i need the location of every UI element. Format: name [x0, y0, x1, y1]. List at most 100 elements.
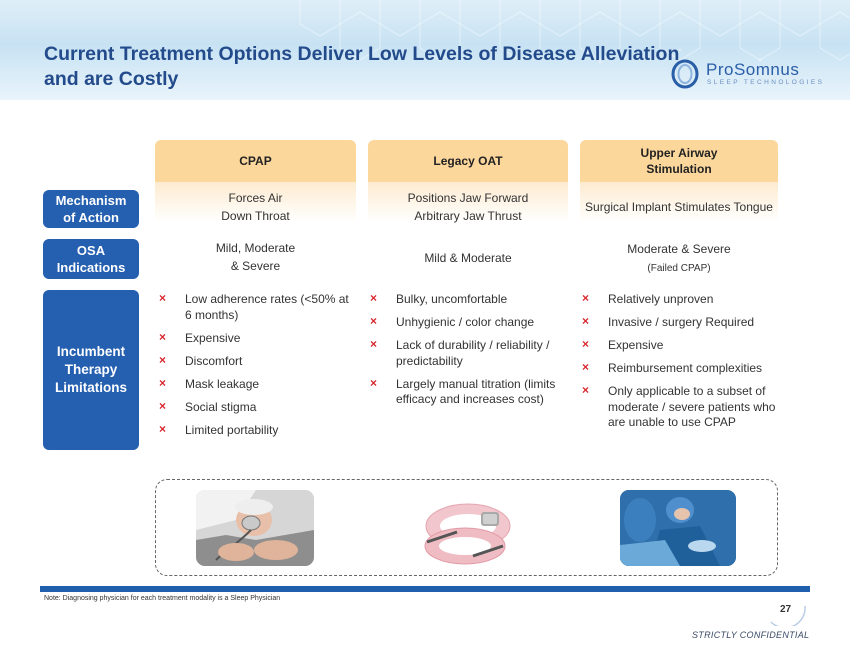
list-item: × Social stigma: [155, 398, 358, 416]
list-item: × Lack of durability / reliability / pred…: [366, 337, 566, 369]
mechanism-cell-cpap: Forces Air Down Throat: [155, 189, 356, 225]
column-header-legacy-oat: Legacy OAT: [368, 140, 568, 182]
surgery-photo: [620, 490, 736, 566]
header-banner: [0, 0, 850, 100]
list-item: × Largely manual titration (limits effica…: [366, 375, 566, 408]
x-icon: ×: [582, 383, 590, 397]
x-icon: ×: [370, 337, 378, 351]
limitation-text: Bulky, uncomfortable: [396, 292, 508, 306]
limitation-text: Invasive / surgery Required: [608, 315, 755, 329]
logo-tagline: SLEEP TECHNOLOGIES: [707, 79, 825, 86]
limitation-text: Unhygienic / color change: [396, 315, 535, 329]
column-body-legacy-oat: [368, 182, 568, 444]
oral-appliance-illustration: [413, 488, 519, 572]
list-item: × Bulky, uncomfortable: [366, 291, 566, 308]
list-item: × Low adherence rates (<50% at 6 months): [155, 291, 358, 323]
mechanism-line: Down Throat: [221, 209, 290, 223]
oral-appliance-photo: [413, 488, 519, 572]
row-label-line: Incumbent: [56, 344, 126, 359]
list-item: × Only applicable to a subset of moderate…: [578, 383, 778, 431]
row-label-osa-indications: OSA Indications: [43, 239, 139, 279]
x-icon: ×: [159, 352, 167, 367]
footnote: Note: Diagnosing physician for each trea…: [44, 595, 281, 602]
limitation-text: Reimbursement complexities: [608, 361, 763, 375]
row-label-mechanism-of-action: Mechanism of Action: [43, 190, 139, 228]
list-item: × Expensive: [155, 329, 358, 347]
column-header-line: Upper Airway: [640, 146, 718, 160]
row-label-line: of Action: [63, 210, 119, 225]
row-label-line: Indications: [56, 260, 126, 275]
column-header-upper-airway-stimulation: Upper Airway Stimulation: [580, 140, 778, 182]
limitation-text: Limited portability: [185, 422, 279, 437]
mechanism-line: Positions Jaw Forward: [407, 191, 529, 205]
list-item: × Mask leakage: [155, 375, 358, 393]
mechanism-cell-legacy-oat: Positions Jaw Forward Arbitrary Jaw Thru…: [368, 189, 568, 225]
indication-line: Moderate & Severe: [627, 242, 731, 256]
limitation-text: Only applicable to a subset of moderate …: [608, 384, 776, 429]
limitation-text: Mask leakage: [185, 376, 260, 391]
x-icon: ×: [159, 329, 167, 344]
row-label-incumbent-therapy-limitations: Incumbent Therapy Limitations: [43, 290, 139, 450]
x-icon: ×: [582, 360, 590, 374]
mechanism-line: Surgical Implant Stimulates Tongue: [585, 200, 773, 214]
row-label-line: Therapy: [64, 362, 118, 377]
surgery-illustration: [620, 490, 736, 566]
limitation-text: Social stigma: [185, 399, 257, 414]
limitation-text: Discomfort: [185, 353, 243, 368]
indication-cell-upper-airway: Moderate & Severe (Failed CPAP): [580, 240, 778, 278]
indication-line: & Severe: [230, 259, 281, 273]
row-label-line: OSA: [76, 243, 106, 258]
confidentiality-label: STRICTLY CONFIDENTIAL: [692, 630, 810, 640]
x-icon: ×: [582, 337, 590, 351]
list-item: × Expensive: [578, 337, 778, 354]
x-icon: ×: [370, 375, 378, 390]
limitation-text: Largely manual titration (limits efficac…: [396, 376, 556, 407]
limitation-text: Lack of durability / reliability / predi…: [396, 338, 550, 368]
footer-divider-bar: [40, 586, 810, 592]
cpap-patient-photo: [196, 490, 314, 566]
x-icon: ×: [159, 291, 167, 305]
prosomnus-logo: ProSomnus SLEEP TECHNOLOGIES: [670, 58, 822, 90]
photo-strip-frame: [155, 479, 778, 576]
limitations-list-cpap: × Low adherence rates (<50% at 6 months) …: [155, 291, 358, 446]
x-icon: ×: [582, 314, 590, 328]
indication-line: Mild & Moderate: [424, 251, 512, 265]
limitation-text: Low adherence rates (<50% at 6 months): [185, 292, 349, 322]
logo-mark-icon: [671, 59, 699, 89]
row-label-line: Limitations: [54, 380, 127, 395]
x-icon: ×: [370, 314, 378, 328]
limitations-list-upper-airway: × Relatively unproven × Invasive / surgery…: [578, 291, 778, 438]
limitation-text: Expensive: [608, 338, 664, 352]
limitation-text: Expensive: [185, 330, 241, 345]
x-icon: ×: [159, 375, 167, 390]
list-item: × Reimbursement complexities: [578, 360, 778, 377]
limitation-text: Relatively unproven: [608, 292, 714, 306]
column-body-upper-airway-stimulation: [580, 182, 778, 444]
indication-cell-legacy-oat: Mild & Moderate: [368, 249, 568, 267]
page-number: 27: [780, 604, 792, 615]
list-item: × Unhygienic / color change: [366, 314, 566, 331]
x-icon: ×: [159, 398, 167, 413]
list-item: × Discomfort: [155, 352, 358, 370]
x-icon: ×: [159, 421, 167, 436]
x-icon: ×: [370, 291, 378, 305]
limitations-list-legacy-oat: × Bulky, uncomfortable × Unhygienic / colo…: [366, 291, 566, 415]
column-body-cpap: [155, 182, 356, 444]
x-icon: ×: [582, 291, 590, 305]
logo-name: ProSomnus: [706, 60, 800, 79]
row-label-line: Mechanism: [55, 193, 127, 208]
indication-line: Mild, Moderate: [215, 241, 296, 255]
cpap-patient-illustration: [196, 490, 314, 566]
hexagon-pattern: [299, 0, 850, 64]
slide-title: Current Treatment Options Deliver Low Le…: [44, 43, 680, 90]
indication-cell-cpap: Mild, Moderate & Severe: [155, 239, 356, 275]
mechanism-line: Forces Air: [228, 191, 283, 205]
page-number-arc-icon: [770, 605, 806, 626]
column-header-cpap: CPAP: [155, 140, 356, 182]
mechanism-line: Arbitrary Jaw Thrust: [414, 209, 522, 223]
list-item: × Relatively unproven: [578, 291, 778, 308]
list-item: × Invasive / surgery Required: [578, 314, 778, 331]
list-item: × Limited portability: [155, 421, 358, 439]
mechanism-cell-upper-airway: Surgical Implant Stimulates Tongue: [580, 198, 778, 216]
column-header-line: Stimulation: [646, 162, 712, 176]
